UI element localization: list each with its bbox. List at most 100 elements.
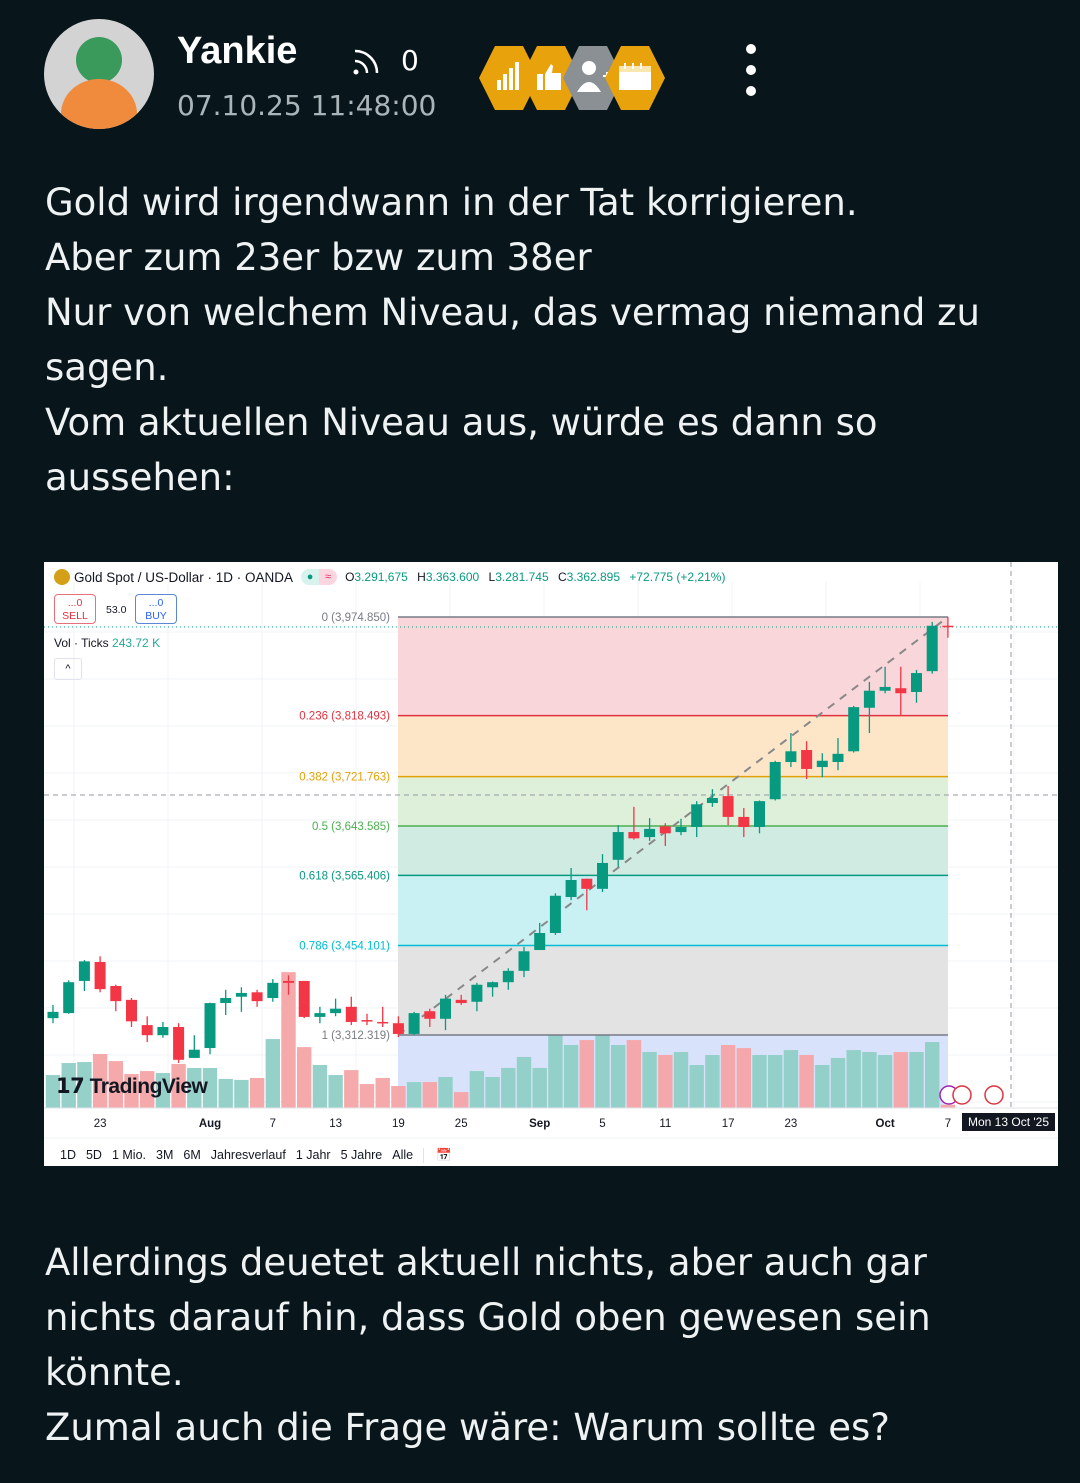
fib-level-label-0.618: 0.618 (3,565.406) (299, 870, 390, 882)
open-value: 3.291,675 (354, 570, 408, 584)
volume-bar (249, 1077, 265, 1108)
candle-body (502, 970, 514, 983)
fib-level-label-0.5: 0.5 (3,643.585) (312, 821, 390, 833)
fib-band-0.5 (398, 825, 948, 876)
tradingview-mark-icon: 𝟭𝟳 (56, 1075, 90, 1098)
range-all[interactable]: Alle (392, 1148, 414, 1162)
fib-band-0.236 (398, 715, 948, 777)
candle-body (298, 980, 310, 1017)
volume-bar (265, 1039, 280, 1108)
candle-body (283, 980, 294, 983)
volume-bar (673, 1052, 689, 1108)
candle-body (267, 982, 279, 998)
volume-bar (925, 1042, 940, 1108)
more-options-button[interactable] (738, 44, 764, 104)
candle-body (597, 862, 608, 889)
low-value: 3.281.745 (495, 570, 549, 584)
candle-body (251, 992, 263, 1002)
post-line: Allerdings deuetet aktuell nichts, aber … (45, 1241, 927, 1284)
candle-body (863, 690, 875, 708)
post-line: Aber zum 23er bzw zum 38er (45, 236, 592, 279)
x-tick-label: 13 (329, 1118, 342, 1130)
candle-body (110, 985, 122, 1002)
sell-button[interactable]: ...0 SELL (54, 594, 96, 624)
volume-bar (862, 1052, 877, 1108)
post-text-paragraph-1: Gold wird irgendwann in der Tat korrigie… (45, 175, 1045, 505)
volume-bar (155, 1073, 171, 1108)
candle-body (377, 1021, 389, 1024)
avatar-head (76, 37, 122, 83)
x-tick-label: 5 (599, 1118, 605, 1130)
candle-body (471, 984, 483, 1002)
volume-bar (720, 1044, 736, 1108)
candle-body (63, 982, 75, 1014)
volume-value: 243.72 K (112, 636, 161, 650)
ohlc-values: O3.291,675 H3.363.600 L3.281.745 C3.362.… (345, 570, 731, 584)
candle-body (722, 796, 734, 817)
range-1d[interactable]: 1D (60, 1148, 76, 1162)
post-line: nichts darauf hin, dass Gold oben gewese… (45, 1296, 931, 1339)
range-5d[interactable]: 5D (85, 1148, 102, 1162)
high-value: 3.363.600 (425, 570, 480, 584)
candle-body (659, 826, 671, 834)
crosshair-date-label: Mon 13 Oct '25 (962, 1113, 1055, 1131)
candle-body (141, 1025, 153, 1036)
x-tick-label: Sep (529, 1118, 550, 1130)
range-6m[interactable]: 6M (183, 1148, 201, 1162)
avatar[interactable] (44, 19, 154, 129)
change-value: +72.775 (+2,21%) (629, 570, 726, 584)
range-1y[interactable]: 1 Jahr (295, 1148, 331, 1162)
candle-body (612, 832, 624, 860)
x-tick-label: 25 (455, 1118, 468, 1130)
buy-button[interactable]: ...0 BUY (135, 594, 177, 624)
volume-bar (752, 1054, 767, 1108)
close-value: 3.362.895 (566, 570, 621, 584)
volume-bar (391, 1086, 406, 1108)
buy-label: BUY (145, 610, 167, 622)
candle-body (78, 961, 90, 981)
post-text-paragraph-2: Allerdings deuetet aktuell nichts, aber … (45, 1235, 1045, 1455)
gold-coin-icon (54, 569, 70, 585)
buy-price: ...0 (148, 597, 164, 609)
candle-body (424, 1011, 436, 1019)
volume-bar (642, 1052, 657, 1108)
volume-bar (171, 1064, 186, 1108)
volume-bar (359, 1084, 375, 1108)
candle-body (94, 962, 106, 990)
volume-bar (124, 1074, 139, 1108)
volume-bar (768, 1054, 783, 1108)
candle-body (235, 992, 247, 997)
candle-body (785, 751, 797, 763)
candle-body (879, 686, 891, 691)
volume-bar (140, 1071, 155, 1108)
add-user-icon (563, 46, 623, 110)
tradingview-logo[interactable]: 𝟭𝟳 TradingView (56, 1074, 208, 1099)
volume-bar (61, 1063, 76, 1108)
volume-bar (328, 1075, 343, 1108)
fib-band-0.382 (398, 776, 948, 826)
volume-bar (516, 1056, 532, 1108)
author-name[interactable]: Yankie (177, 30, 298, 72)
range-5y[interactable]: 5 Jahre (340, 1148, 383, 1162)
candle-body (565, 879, 577, 898)
range-3m[interactable]: 3M (156, 1148, 174, 1162)
range-1m[interactable]: 1 Mio. (111, 1148, 147, 1162)
range-ytd[interactable]: Jahresverlauf (210, 1148, 286, 1162)
candle-body (628, 832, 640, 839)
economic-event-icon (952, 1085, 972, 1105)
candle-body (895, 688, 907, 694)
badge-row (479, 46, 665, 110)
volume-bar (469, 1071, 485, 1108)
collapse-legend-button[interactable]: ^ (54, 658, 82, 680)
x-tick-label: 23 (785, 1118, 798, 1130)
chart-header: Gold Spot / US-Dollar · 1D · OANDA ● ≈ O3… (54, 569, 731, 585)
candle-body (392, 1023, 404, 1034)
candle-body (644, 828, 656, 838)
go-to-date-icon[interactable]: 📅 (423, 1148, 452, 1163)
feed-icon[interactable] (350, 42, 386, 78)
chart-screenshot[interactable]: 0 (3,974.850) 0.236 (3,818.493) 0.382 (3,7… (44, 562, 1058, 1166)
volume-bar (312, 1064, 328, 1108)
candlestick-chart: 0 (3,974.850) 0.236 (3,818.493) 0.382 (3,7… (44, 562, 1058, 1139)
candle-body (345, 1006, 357, 1022)
bar-chart-icon (479, 46, 539, 110)
